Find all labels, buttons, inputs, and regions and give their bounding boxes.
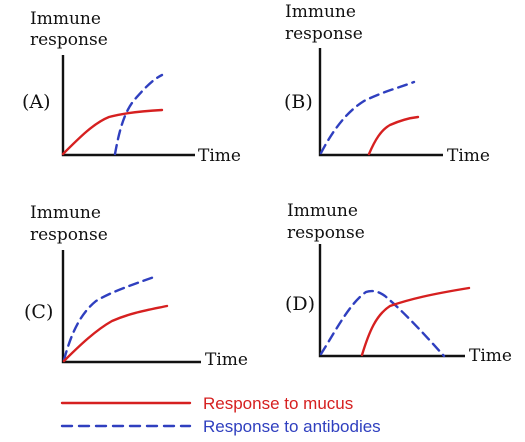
panel-d-axes [318,244,465,358]
panel-d-mucus-curve [360,286,471,357]
panel-c-ylabel-line1: Immune [30,203,101,223]
panel-a-axes [61,55,195,157]
panel-a-ylabel-line2: response [30,30,108,50]
panel-d-xlabel: Time [469,346,512,366]
panel-a-xlabel: Time [198,146,241,166]
legend: Response to mucus Response to antibodies [60,394,381,436]
panel-b: Immune response (B) Time [284,2,490,166]
panel-c-label: (C) [24,301,53,323]
panel-c: Immune response (C) Time [24,203,248,370]
panel-d-ylabel-line2: response [287,223,365,243]
panel-a-label: (A) [22,91,51,113]
panel-d-label: (D) [285,293,315,315]
legend-antibodies-label: Response to antibodies [203,417,381,436]
panel-c-xlabel: Time [205,350,248,370]
panel-b-mucus-curve [367,115,420,156]
panel-a-antibodies-curve [113,73,164,156]
panel-d-antibodies-curve [319,289,446,358]
panel-b-axes [318,48,443,157]
legend-mucus-label: Response to mucus [203,394,353,413]
panel-b-antibodies-curve [319,80,416,155]
panel-c-mucus-curve [62,304,169,363]
panel-c-ylabel-line2: response [30,225,108,245]
panel-c-axes [61,250,201,364]
panel-b-ylabel-line1: Immune [285,2,356,22]
panel-d-ylabel-line1: Immune [287,201,358,221]
panel-a: Immune response (A) Time [22,9,241,166]
panel-a-ylabel-line1: Immune [30,9,101,29]
panel-a-mucus-curve [61,108,164,156]
panel-b-ylabel-line2: response [285,24,363,44]
panel-b-xlabel: Time [447,146,490,166]
panel-d: Immune response (D) Time [285,201,512,366]
panel-c-antibodies-curve [62,275,156,362]
panel-b-label: (B) [284,91,313,113]
